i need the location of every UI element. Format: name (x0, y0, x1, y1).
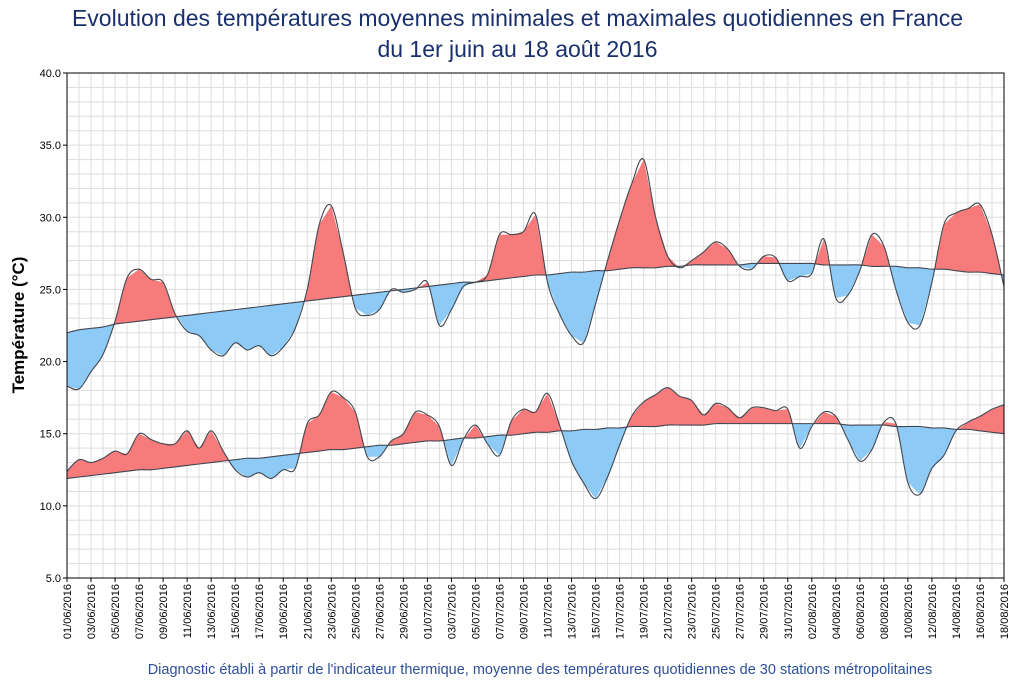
x-tick-label: 29/06/2016 (398, 584, 410, 639)
tmin-below-normal-area (839, 424, 883, 462)
tmax-below-normal-area (428, 282, 476, 326)
tmax-above-normal-area (815, 238, 830, 265)
tmin-above-normal-area (464, 425, 484, 439)
tmin-above-normal-area (627, 387, 793, 428)
y-tick-label: 40.0 (40, 68, 61, 80)
x-tick-label: 13/06/2016 (206, 584, 218, 639)
tmin-above-normal-area (814, 412, 840, 425)
x-tick-label: 16/08/2016 (975, 584, 987, 639)
y-tick-label: 10.0 (40, 501, 61, 513)
x-tick-label: 29/07/2016 (759, 584, 771, 639)
tmax-below-normal-area (829, 264, 862, 299)
x-tick-label: 09/07/2016 (518, 584, 530, 639)
x-tick-label: 23/06/2016 (326, 584, 338, 639)
y-tick-label: 30.0 (40, 212, 61, 224)
x-tick-label: 21/06/2016 (302, 584, 314, 639)
y-tick-label: 35.0 (40, 140, 61, 152)
x-tick-label: 18/08/2016 (999, 584, 1011, 639)
x-tick-label: 01/06/2016 (62, 584, 74, 639)
y-axis-label: Température (°C) (9, 257, 28, 394)
temperature-chart: 5.0 10.0 15.0 20.0 25.0 30.0 35.0 40.0 01/06/201… (9, 68, 1011, 639)
tmax-above-normal-area (475, 214, 547, 283)
tmin-line (67, 386, 1004, 500)
x-tick-label: 07/06/2016 (134, 584, 146, 639)
tmax-below-normal-area (67, 324, 114, 389)
tmin-below-normal-area (483, 435, 507, 456)
x-tick-label: 02/08/2016 (807, 584, 819, 639)
tmax-above-normal-area (861, 234, 890, 267)
x-tick-label: 01/07/2016 (422, 584, 434, 639)
x-tick-label: 04/08/2016 (831, 584, 843, 639)
x-tick-label: 05/07/2016 (470, 584, 482, 639)
x-tick-label: 17/07/2016 (615, 584, 627, 639)
tmax-above-normal-area (757, 256, 779, 264)
tmin-above-normal-area (882, 422, 897, 427)
tmax-below-normal-area (176, 301, 304, 356)
x-tick-label: 03/06/2016 (86, 584, 98, 639)
tmin-normal-line (67, 422, 1004, 479)
tmin-above-normal-area (957, 404, 1004, 434)
tmax-above-normal-area (303, 205, 353, 302)
y-tick-label: 25.0 (40, 284, 61, 296)
tmax-above-normal-area (604, 159, 679, 271)
tmin-above-normal-area (388, 412, 444, 446)
tmin-below-normal-area (896, 426, 958, 495)
x-tick-label: 25/07/2016 (711, 584, 723, 639)
x-tick-label: 27/06/2016 (374, 584, 386, 639)
tmin-above-normal-area (299, 391, 365, 454)
chart-caption: Diagnostic établi à partir de l'indicate… (147, 662, 933, 678)
x-tick-label: 31/07/2016 (783, 584, 795, 639)
x-tick-label: 11/07/2016 (543, 584, 555, 638)
y-tick-label: 20.0 (40, 357, 61, 369)
x-tick-label: 15/07/2016 (591, 584, 603, 639)
x-tick-label: 11/06/2016 (182, 584, 194, 638)
tmin-below-normal-area (229, 453, 300, 479)
x-tick-label: 13/07/2016 (567, 584, 579, 639)
x-tick-label: 23/07/2016 (687, 584, 699, 639)
tmax-above-normal-area (113, 269, 177, 325)
x-tick-label: 21/07/2016 (663, 584, 675, 639)
x-tick-label: 15/06/2016 (230, 584, 242, 639)
tmin-below-normal-area (792, 423, 815, 449)
x-tick-label: 05/06/2016 (110, 584, 122, 639)
x-tick-label: 25/06/2016 (350, 584, 362, 639)
tmin-above-normal-area (67, 430, 230, 479)
tmax-below-normal-area (889, 266, 935, 326)
tmin-above-normal-area (506, 393, 562, 436)
chart-title: Evolution des températures moyennes mini… (71, 5, 964, 31)
tmax-below-normal-area (352, 290, 391, 316)
x-tick-label: 14/08/2016 (951, 584, 963, 639)
tmax-below-normal-area (778, 263, 816, 281)
tmax-normal-line (67, 262, 1004, 334)
tmin-below-normal-area (561, 427, 628, 499)
x-tick-label: 08/08/2016 (879, 584, 891, 639)
x-tick-label: 03/07/2016 (446, 584, 458, 639)
tmin-below-normal-area (364, 445, 389, 457)
tmax-above-normal-area (934, 204, 1002, 275)
tmax-below-normal-area (546, 270, 605, 343)
x-tick-label: 27/07/2016 (735, 584, 747, 639)
x-tick-label: 09/06/2016 (158, 584, 170, 639)
tmin-below-normal-area (443, 438, 465, 466)
tmax-line (67, 158, 1004, 391)
plot-frame (66, 72, 1005, 579)
x-tick-label: 12/08/2016 (927, 584, 939, 639)
x-tick-label: 07/07/2016 (494, 584, 506, 639)
x-tick-label: 10/08/2016 (903, 584, 915, 639)
y-tick-label: 5.0 (46, 573, 61, 585)
x-tick-label: 17/06/2016 (254, 584, 266, 639)
x-tick-label: 19/06/2016 (278, 584, 290, 639)
chart-subtitle: du 1er juin au 18 août 2016 (377, 36, 658, 62)
x-tick-label: 19/07/2016 (639, 584, 651, 639)
x-tick-label: 06/08/2016 (855, 584, 867, 639)
y-tick-label: 15.0 (40, 429, 61, 441)
tmax-above-normal-area (682, 241, 739, 266)
